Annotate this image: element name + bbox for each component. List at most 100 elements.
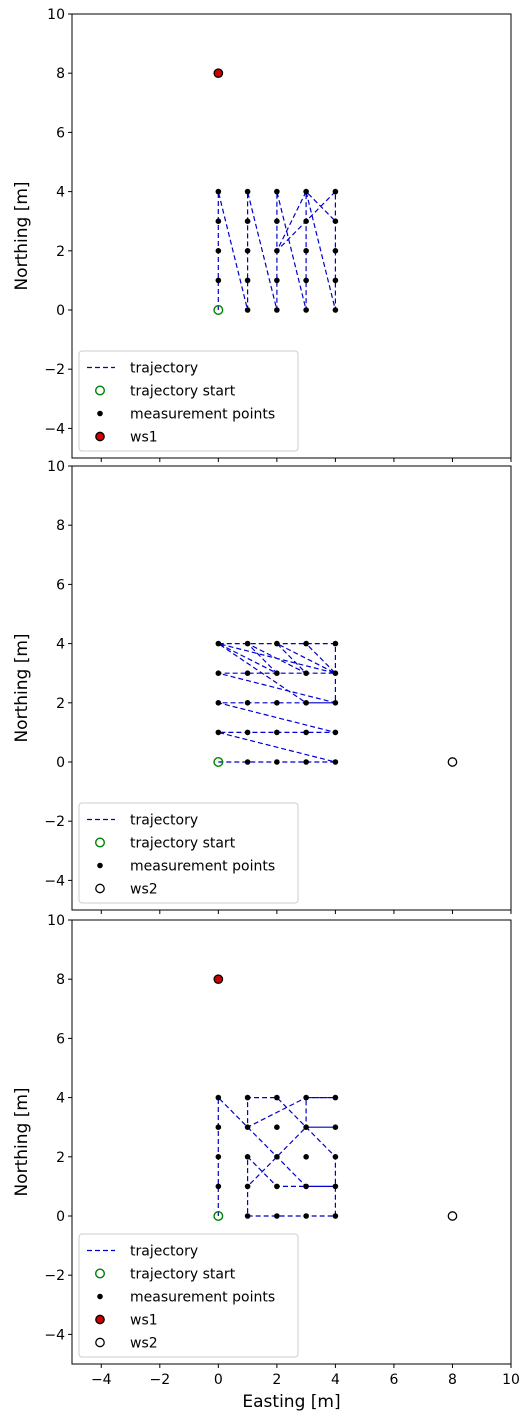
- trajectory-start-marker: [213, 305, 224, 316]
- measurement-point: [274, 1124, 280, 1130]
- measurement-point: [244, 1094, 251, 1101]
- legend-label: trajectory start: [130, 836, 236, 852]
- x-tick-label: 8: [448, 1372, 457, 1388]
- measurement-point: [332, 759, 339, 765]
- measurement-point: [274, 248, 280, 254]
- measurement-point: [215, 1124, 222, 1130]
- y-tick-label: 6: [56, 1031, 65, 1047]
- measurement-point: [303, 248, 309, 254]
- y-tick-label: 4: [56, 1091, 65, 1107]
- legend: trajectory trajectory start measurement po…: [78, 802, 299, 904]
- measurement-point: [215, 1154, 222, 1160]
- measurement-point: [274, 729, 280, 736]
- legend-points-swatch: [97, 862, 103, 869]
- x-tick-label: −4: [91, 1372, 112, 1388]
- legend-ws2-swatch: [95, 1337, 105, 1348]
- x-tick-label: −2: [149, 1372, 170, 1388]
- measurement-point: [332, 700, 339, 706]
- y-tick-label: 10: [47, 459, 65, 475]
- legend-label: measurement points: [130, 1290, 275, 1306]
- measurement-point: [303, 1154, 309, 1160]
- measurement-point: [244, 700, 251, 706]
- axes-frame: [71, 919, 512, 1365]
- measurement-point: [244, 248, 251, 254]
- legend-box: [78, 802, 299, 904]
- measurement-point: [332, 307, 339, 313]
- measurement-point: [274, 1183, 280, 1190]
- trajectory-line: [217, 190, 336, 311]
- x-tick-label: 2: [272, 1372, 281, 1388]
- measurement-point: [332, 1213, 339, 1219]
- y-tick-label: 8: [56, 66, 65, 82]
- measurement-point: [274, 218, 280, 224]
- measurement-point: [274, 277, 280, 284]
- y-tick-label: 6: [56, 577, 65, 593]
- measurement-point: [303, 729, 309, 736]
- legend-label: ws1: [130, 1313, 158, 1329]
- measurement-point: [244, 1124, 251, 1130]
- legend-label: ws2: [130, 882, 158, 898]
- legend-label: ws1: [130, 430, 158, 446]
- axes-frame: [71, 13, 512, 459]
- measurement-point: [215, 1094, 222, 1101]
- y-tick-label: 10: [47, 913, 65, 929]
- measurement-point: [274, 700, 280, 706]
- measurement-point: [244, 729, 251, 736]
- ws2-marker: [447, 1211, 458, 1221]
- legend-start-swatch: [94, 837, 105, 848]
- measurement-point: [244, 1183, 251, 1190]
- x-tick-label: 6: [389, 1372, 398, 1388]
- measurement-point: [244, 1213, 251, 1219]
- axes-frame: [71, 465, 512, 911]
- x-axis-label: Easting [m]: [242, 1392, 340, 1412]
- measurement-point: [244, 218, 251, 224]
- measurement-point: [274, 759, 280, 765]
- chart-panel-3: −4 −2 0 2 4 6 8 10 −4 −2 0 2 4 6 8 10 Northing [m] Eastin…: [12, 913, 520, 1412]
- x-tick-label: 10: [502, 1372, 520, 1388]
- measurement-point: [215, 1183, 222, 1190]
- measurement-point: [303, 640, 309, 647]
- legend-label: trajectory: [130, 361, 198, 377]
- measurement-point: [332, 670, 339, 676]
- measurement-point: [274, 1213, 280, 1219]
- legend: trajectory trajectory start measurement po…: [78, 1233, 299, 1358]
- measurement-point: [332, 1154, 339, 1160]
- y-tick-label: 2: [56, 696, 65, 712]
- y-tick-label: 8: [56, 972, 65, 988]
- legend-points-swatch: [97, 1293, 103, 1300]
- trajectory-start-marker: [213, 757, 224, 768]
- measurement-point: [303, 218, 309, 224]
- measurement-point: [274, 1154, 280, 1160]
- measurement-point: [303, 759, 309, 765]
- y-tick-label: 10: [47, 7, 65, 23]
- measurement-point: [303, 700, 309, 706]
- y-axis-label: Northing [m]: [12, 1087, 32, 1196]
- measurement-point: [332, 729, 339, 736]
- measurement-point: [332, 188, 339, 195]
- legend-label: trajectory: [130, 1244, 198, 1260]
- measurement-point: [274, 1094, 280, 1101]
- y-tick-label: 4: [56, 637, 65, 653]
- measurement-point: [303, 307, 309, 313]
- measurement-point: [303, 1183, 309, 1190]
- legend-label: measurement points: [130, 859, 275, 875]
- measurement-point: [244, 759, 251, 765]
- y-tick-label: −4: [44, 1327, 65, 1343]
- legend-box: [78, 1233, 299, 1358]
- measurement-point: [215, 700, 222, 706]
- measurement-point: [244, 277, 251, 284]
- measurement-point: [303, 277, 309, 284]
- y-tick-label: 0: [56, 755, 65, 771]
- legend-label: trajectory: [130, 813, 198, 829]
- y-tick-label: −2: [44, 362, 65, 378]
- measurement-point: [244, 670, 251, 676]
- y-axis-label: Northing [m]: [12, 181, 32, 290]
- legend-start-swatch: [94, 385, 105, 396]
- ws2-marker: [447, 757, 458, 767]
- measurement-point: [303, 670, 309, 676]
- legend-label: measurement points: [130, 407, 275, 423]
- measurement-point: [332, 218, 339, 224]
- y-tick-label: −4: [44, 873, 65, 889]
